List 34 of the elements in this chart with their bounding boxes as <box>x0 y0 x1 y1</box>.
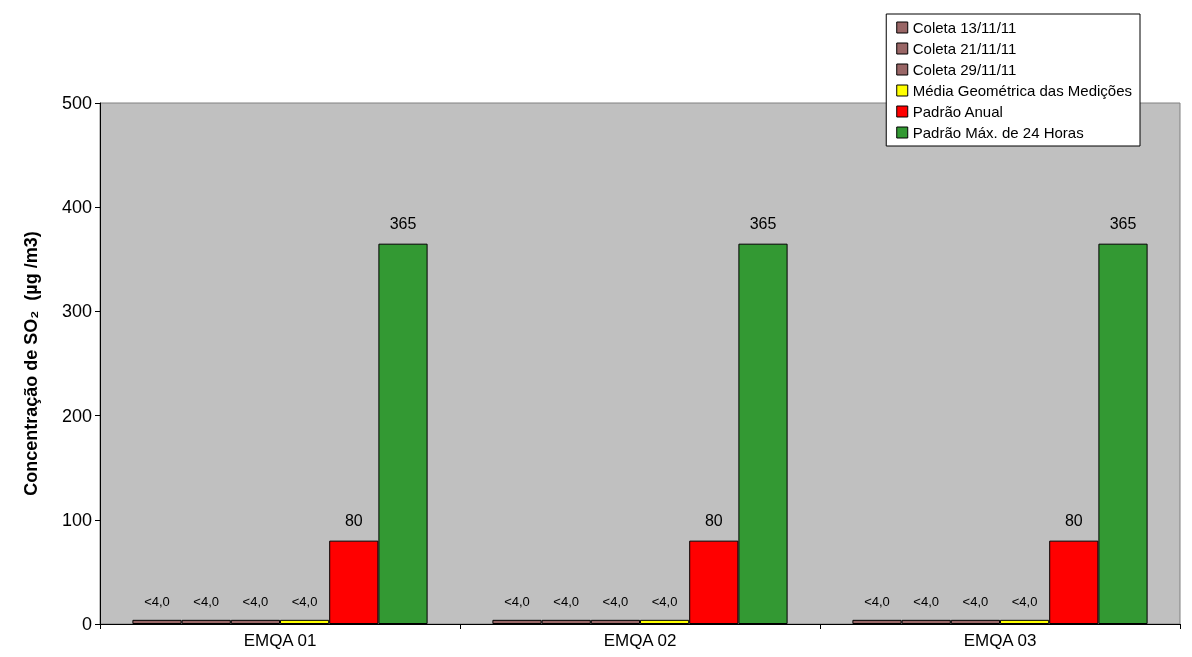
y-tick-label: 400 <box>61 197 92 218</box>
y-tick-label: 500 <box>61 93 92 113</box>
x-tick-label: EMQA 01 <box>243 631 317 650</box>
data-label: <4,0 <box>504 593 530 609</box>
data-label: <4,0 <box>913 593 940 609</box>
data-label: 365 <box>389 215 417 233</box>
data-label: 80 <box>1064 512 1083 530</box>
data-label: <4,0 <box>1011 593 1038 609</box>
legend-label: Padrão Anual <box>912 103 1003 120</box>
legend-label: Coleta 21/11/11 <box>912 40 1017 57</box>
legend-label: Média Geométrica das Medições <box>912 82 1132 99</box>
x-tick-label: EMQA 03 <box>963 631 1037 650</box>
y-tick-label: 0 <box>81 614 92 634</box>
data-label: <4,0 <box>553 593 580 609</box>
data-label: 80 <box>344 512 363 530</box>
legend-label: Padrão Máx. de 24 Horas <box>912 124 1084 141</box>
data-label: 365 <box>1109 215 1137 233</box>
legend-label: Coleta 29/11/11 <box>912 61 1017 78</box>
y-tick-label: 100 <box>61 509 92 530</box>
data-label: <4,0 <box>651 593 678 609</box>
y-axis-title: Concentração de SO₂ (µg /m3) <box>21 231 41 496</box>
data-label: <4,0 <box>864 593 890 609</box>
data-label: <4,0 <box>242 593 269 609</box>
y-tick-label: 200 <box>61 405 92 426</box>
data-label: <4,0 <box>193 593 220 609</box>
data-label: <4,0 <box>962 593 989 609</box>
data-label: <4,0 <box>144 593 170 609</box>
legend-label: Coleta 13/11/11 <box>912 19 1017 36</box>
x-tick-label: EMQA 02 <box>603 631 677 650</box>
y-tick-label: 300 <box>61 301 92 322</box>
data-label: <4,0 <box>602 593 629 609</box>
data-label: <4,0 <box>291 593 318 609</box>
data-label: 365 <box>749 215 777 233</box>
data-label: 80 <box>704 512 723 530</box>
